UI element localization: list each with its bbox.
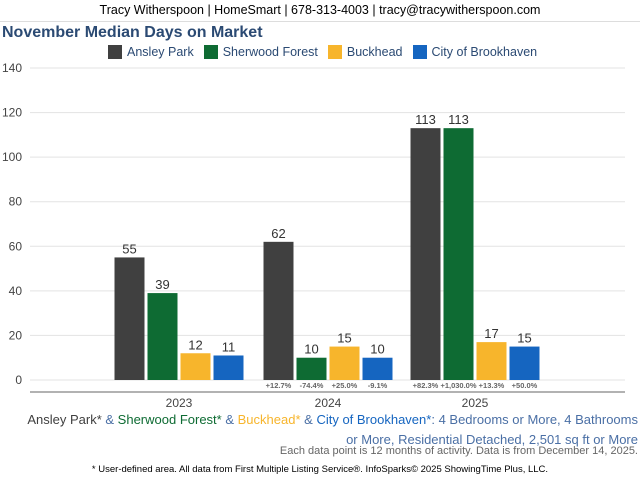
desc-sherwood: Sherwood Forest* — [117, 412, 222, 427]
y-tick-label: 80 — [9, 195, 23, 209]
data-label: 15 — [337, 331, 351, 346]
bar-chart: 0 20 40 60 80 100 120 140 2023 55 39 12 11 2024 62 +12.… — [2, 61, 625, 410]
change-label: +82.3% — [413, 381, 439, 390]
change-label: +13.3% — [479, 381, 505, 390]
data-label: 15 — [517, 331, 531, 346]
legend-label: Buckhead — [346, 45, 403, 59]
x-tick-label: 2023 — [166, 396, 193, 410]
y-tick-label: 100 — [2, 150, 22, 164]
desc-ansley: Ansley Park* — [27, 412, 102, 427]
legend-item-sherwood-forest[interactable]: Sherwood Forest — [203, 45, 318, 59]
data-label: 10 — [304, 342, 318, 357]
legend-label: Sherwood Forest — [222, 45, 318, 59]
data-label: 113 — [415, 112, 436, 127]
y-tick-label: 140 — [2, 61, 22, 75]
data-label: 62 — [271, 226, 285, 241]
legend-swatch — [412, 45, 427, 59]
bar[interactable] — [147, 293, 178, 380]
desc-amp: & — [221, 412, 238, 427]
change-label: +25.0% — [332, 381, 358, 390]
y-tick-label: 40 — [9, 284, 23, 298]
chart-title: November Median Days on Market — [2, 24, 263, 41]
desc-criteria: : 4 Bedrooms or More, 4 Bathrooms or Mor… — [346, 412, 638, 447]
x-tick-label: 2024 — [315, 396, 342, 410]
bar[interactable] — [329, 346, 360, 380]
desc-amp: & — [300, 412, 317, 427]
legend-label: City of Brookhaven — [431, 45, 538, 59]
data-label: 113 — [448, 112, 469, 127]
data-label: 17 — [484, 326, 498, 341]
legend-item-brookhaven[interactable]: City of Brookhaven — [412, 45, 538, 59]
change-label: +1,030.0% — [440, 381, 476, 390]
bar[interactable] — [410, 128, 441, 380]
legend-label: Ansley Park — [127, 45, 194, 59]
agent-header: Tracy Witherspoon | HomeSmart | 678-313-… — [0, 0, 640, 22]
change-label: +50.0% — [512, 381, 538, 390]
bar[interactable] — [180, 353, 211, 380]
data-label: 12 — [188, 337, 202, 352]
legend-swatch — [327, 45, 342, 59]
y-tick-label: 20 — [9, 328, 23, 342]
footer: * User-defined area. All data from First… — [91, 464, 549, 475]
change-label: +12.7% — [266, 381, 292, 390]
change-label: -74.4% — [300, 381, 324, 390]
data-label: 39 — [155, 277, 169, 292]
y-tick-label: 0 — [15, 373, 22, 387]
bar[interactable] — [114, 257, 145, 380]
data-label: 55 — [122, 241, 136, 256]
bar[interactable] — [362, 357, 393, 380]
legend-swatch — [203, 45, 218, 59]
bar[interactable] — [476, 342, 507, 380]
bar[interactable] — [509, 346, 540, 380]
bar[interactable] — [263, 241, 294, 380]
legend: Ansley Park Sherwood Forest Buckhead Cit… — [108, 45, 537, 59]
x-tick-label: 2025 — [462, 396, 489, 410]
desc-buckhead: Buckhead* — [237, 412, 301, 427]
desc-brookhaven: City of Brookhaven* — [316, 412, 432, 427]
bar[interactable] — [443, 128, 474, 380]
bar[interactable] — [213, 355, 244, 380]
criteria-description: Ansley Park* & Sherwood Forest* & Buckhe… — [18, 410, 638, 450]
data-note: Each data point is 12 months of activity… — [279, 445, 638, 457]
legend-item-buckhead[interactable]: Buckhead — [327, 45, 403, 59]
legend-item-ansley-park[interactable]: Ansley Park — [108, 45, 194, 59]
data-label: 11 — [222, 339, 236, 354]
y-tick-label: 60 — [9, 239, 23, 253]
y-tick-label: 120 — [2, 106, 22, 120]
desc-amp: & — [101, 412, 118, 427]
change-label: -9.1% — [368, 381, 388, 390]
data-label: 10 — [370, 342, 384, 357]
bar[interactable] — [296, 357, 327, 380]
legend-swatch — [108, 45, 122, 59]
